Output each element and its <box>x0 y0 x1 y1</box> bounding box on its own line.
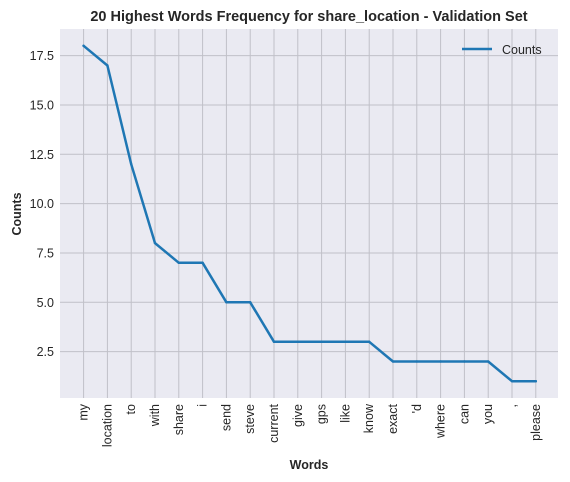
series-line-counts <box>82 44 538 383</box>
y-tick-label: 17.5 <box>30 49 54 63</box>
x-tick-label: 'd <box>410 404 424 413</box>
grid-lines <box>60 29 558 398</box>
data-point <box>153 241 157 245</box>
x-tick-label: can <box>457 404 471 424</box>
x-tick-label: steve <box>243 404 257 434</box>
x-tick-label: location <box>100 404 114 447</box>
y-tick-label: 15.0 <box>30 98 54 112</box>
data-point <box>201 261 204 265</box>
data-point <box>82 44 85 47</box>
x-tick-label: where <box>434 404 448 439</box>
data-point <box>130 162 133 166</box>
x-tick-label: my <box>77 403 91 420</box>
x-tick-label: exact <box>386 403 400 433</box>
data-point <box>320 340 323 343</box>
x-tick-label: know <box>362 403 376 433</box>
data-point <box>225 301 228 304</box>
y-tick-label: 7.5 <box>37 246 54 260</box>
x-tick-label: like <box>338 404 352 423</box>
y-tick-label: 2.5 <box>37 345 54 359</box>
x-tick-label: i <box>196 404 210 407</box>
y-axis-ticks: 2.5 5.0 7.5 10.0 12.5 15.0 17.5 <box>30 49 54 359</box>
x-tick-label: you <box>481 404 495 424</box>
data-point <box>249 301 252 304</box>
data-point <box>106 64 109 67</box>
data-point <box>415 360 418 363</box>
y-tick-label: 10.0 <box>30 197 54 211</box>
x-tick-label: give <box>291 404 305 427</box>
y-tick-label: 12.5 <box>30 148 54 162</box>
data-point <box>391 360 395 363</box>
legend: Counts <box>462 43 542 57</box>
data-point <box>344 340 347 343</box>
y-axis-label: Counts <box>10 192 24 235</box>
y-tick-label: 5.0 <box>37 296 54 310</box>
data-point <box>368 340 371 343</box>
data-point <box>296 340 299 343</box>
x-tick-label: gps <box>315 404 329 424</box>
x-tick-label: , <box>505 404 519 407</box>
data-point <box>534 380 537 383</box>
data-point <box>439 360 442 363</box>
x-tick-label: to <box>124 404 138 414</box>
chart-title: 20 Highest Words Frequency for share_loc… <box>90 9 527 25</box>
x-tick-label: with <box>148 404 162 427</box>
data-point <box>463 360 466 363</box>
x-tick-label: current <box>267 403 281 442</box>
data-point <box>510 380 514 383</box>
legend-label-counts: Counts <box>502 43 542 57</box>
plot-area <box>60 29 558 398</box>
x-tick-label: send <box>219 404 233 431</box>
data-point <box>272 340 276 343</box>
x-tick-label: please <box>529 404 543 441</box>
x-axis-ticks: my location to with share i send steve current gi… <box>77 403 543 447</box>
data-point <box>177 261 180 265</box>
data-point <box>487 360 490 363</box>
x-tick-label: share <box>172 404 186 435</box>
x-axis-label: Words <box>290 458 329 472</box>
series-layer <box>82 44 538 383</box>
